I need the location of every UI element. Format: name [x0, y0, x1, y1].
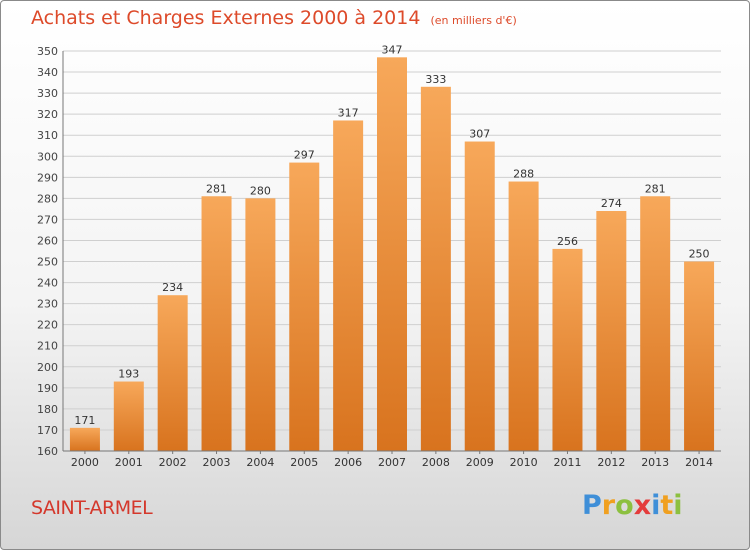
x-tick-label: 2011 — [553, 456, 581, 469]
data-label: 250 — [689, 248, 710, 261]
x-tick-label: 2007 — [378, 456, 406, 469]
data-label: 274 — [601, 197, 622, 210]
y-tick-label: 220 — [37, 319, 58, 332]
proxiti-logo: Proxiti — [582, 490, 683, 521]
y-tick-label: 270 — [37, 213, 58, 226]
chart-title: Achats et Charges Externes 2000 à 2014 — [31, 7, 421, 29]
x-tick-label: 2010 — [510, 456, 538, 469]
y-tick-label: 240 — [37, 277, 58, 290]
bar-2000 — [69, 427, 100, 451]
labels: 160 170 180 190 200 210 220 230 240 250 260 270 280 2… — [37, 43, 713, 469]
bar-2005 — [289, 162, 320, 451]
y-tick-label: 320 — [37, 108, 58, 121]
title-block: Achats et Charges Externes 2000 à 2014 (e… — [31, 7, 517, 29]
bars — [69, 57, 715, 452]
data-label: 347 — [382, 43, 403, 56]
axes — [62, 51, 721, 454]
y-tick-label: 340 — [37, 66, 58, 79]
bar-2006 — [333, 120, 364, 451]
bar-2014 — [684, 261, 715, 451]
y-tick-label: 310 — [37, 129, 58, 142]
x-tick-label: 2001 — [115, 456, 143, 469]
x-tick-label: 2012 — [597, 456, 625, 469]
bar-2011 — [552, 248, 583, 451]
y-tick-label: 330 — [37, 87, 58, 100]
x-tick-label: 2005 — [290, 456, 318, 469]
logo-letter: i — [673, 490, 683, 521]
data-label: 256 — [557, 235, 578, 248]
data-label: 280 — [250, 184, 271, 197]
x-tick-label: 2008 — [422, 456, 450, 469]
y-tick-label: 180 — [37, 403, 58, 416]
logo-letter: x — [633, 490, 652, 521]
bar-2003 — [201, 196, 232, 451]
x-tick-label: 2003 — [203, 456, 231, 469]
y-tick-label: 210 — [37, 340, 58, 353]
data-label: 171 — [74, 414, 95, 427]
bar-2002 — [157, 295, 188, 451]
logo-letter: t — [660, 490, 674, 521]
data-label: 317 — [338, 106, 359, 119]
x-tick-label: 2014 — [685, 456, 713, 469]
data-label: 234 — [162, 281, 183, 294]
data-label: 193 — [118, 368, 139, 381]
y-tick-label: 300 — [37, 150, 58, 163]
data-label: 281 — [206, 182, 227, 195]
y-tick-label: 260 — [37, 234, 58, 247]
logo-letter: P — [582, 490, 602, 521]
x-tick-label: 2002 — [159, 456, 187, 469]
bar-2013 — [640, 196, 671, 451]
data-label: 307 — [469, 128, 490, 141]
bar-2007 — [377, 57, 407, 451]
bar-2001 — [113, 381, 144, 451]
x-tick-label: 2013 — [641, 456, 669, 469]
bar-2012 — [596, 211, 627, 451]
bar-2008 — [420, 86, 451, 451]
data-label: 297 — [294, 149, 315, 162]
y-tick-label: 350 — [37, 45, 58, 58]
bar-2009 — [464, 141, 495, 452]
x-tick-label: 2000 — [71, 456, 99, 469]
location-name: SAINT-ARMEL — [31, 497, 153, 519]
y-tick-label: 170 — [37, 424, 58, 437]
x-tick-label: 2009 — [466, 456, 494, 469]
data-label: 333 — [425, 73, 446, 86]
bar-2010 — [508, 181, 539, 452]
y-tick-label: 160 — [37, 445, 58, 458]
data-label: 288 — [513, 168, 534, 181]
chart-subtitle: (en milliers d'€) — [430, 14, 517, 27]
y-tick-label: 280 — [37, 192, 58, 205]
logo-letter: r — [601, 490, 616, 521]
x-tick-label: 2006 — [334, 456, 362, 469]
x-tick-label: 2004 — [246, 456, 274, 469]
y-tick-label: 290 — [37, 171, 58, 184]
y-tick-label: 190 — [37, 382, 58, 395]
data-label: 281 — [645, 182, 666, 195]
logo-letter: i — [651, 490, 661, 521]
y-tick-label: 230 — [37, 298, 58, 311]
bar-2004 — [245, 198, 276, 451]
y-tick-label: 250 — [37, 256, 58, 269]
logo-letter: o — [615, 490, 634, 521]
y-tick-label: 200 — [37, 361, 58, 374]
